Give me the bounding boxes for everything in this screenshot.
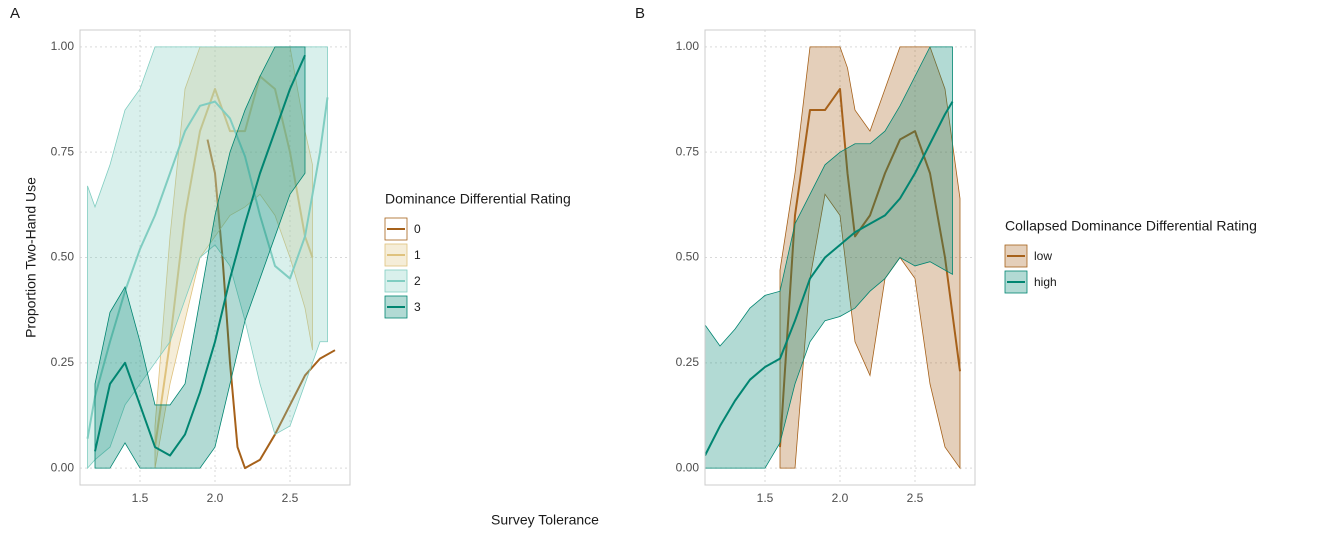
legend-label: 2 — [414, 274, 421, 288]
ribbon — [705, 46, 953, 469]
x-tick-label: 1.5 — [757, 491, 774, 505]
y-tick-label: 0.50 — [51, 250, 75, 264]
legend-label: 0 — [414, 222, 421, 236]
y-tick-label: 0.25 — [51, 355, 75, 369]
legend-label: high — [1034, 275, 1057, 289]
x-tick-label: 2.5 — [907, 491, 924, 505]
y-tick-label: 0.25 — [676, 355, 700, 369]
panel-border — [704, 29, 976, 486]
legend-label: 3 — [414, 300, 421, 314]
y-tick-label: 0.50 — [676, 250, 700, 264]
legend-title: Dominance Differential Rating — [385, 191, 571, 207]
x-tick-label: 2.5 — [282, 491, 299, 505]
line — [94, 54, 306, 457]
y-tick-label: 0.00 — [676, 460, 700, 474]
ribbon — [94, 46, 306, 469]
line — [779, 87, 961, 448]
line — [705, 101, 954, 456]
x-tick-label: 2.0 — [207, 491, 224, 505]
line — [206, 139, 336, 470]
x-axis-label: Survey Tolerance — [491, 512, 599, 528]
y-tick-label: 1.00 — [676, 39, 700, 53]
panel-label: A — [10, 5, 20, 22]
y-axis-label: Proportion Two-Hand Use — [23, 177, 39, 338]
y-tick-label: 0.00 — [51, 460, 75, 474]
line — [86, 97, 329, 439]
legend-label: 1 — [414, 248, 421, 262]
y-tick-label: 1.00 — [51, 39, 75, 53]
x-tick-label: 2.0 — [832, 491, 849, 505]
x-tick-label: 1.5 — [132, 491, 149, 505]
y-tick-label: 0.75 — [676, 144, 700, 158]
y-tick-label: 0.75 — [51, 144, 75, 158]
legend-title: Collapsed Dominance Differential Rating — [1005, 218, 1257, 234]
ribbon — [779, 46, 961, 470]
legend-swatch — [384, 217, 408, 241]
plot-area — [86, 46, 336, 470]
panel-label: B — [635, 5, 645, 22]
legend-label: low — [1034, 249, 1052, 263]
plot-area — [705, 46, 961, 470]
panel-border — [79, 29, 351, 486]
